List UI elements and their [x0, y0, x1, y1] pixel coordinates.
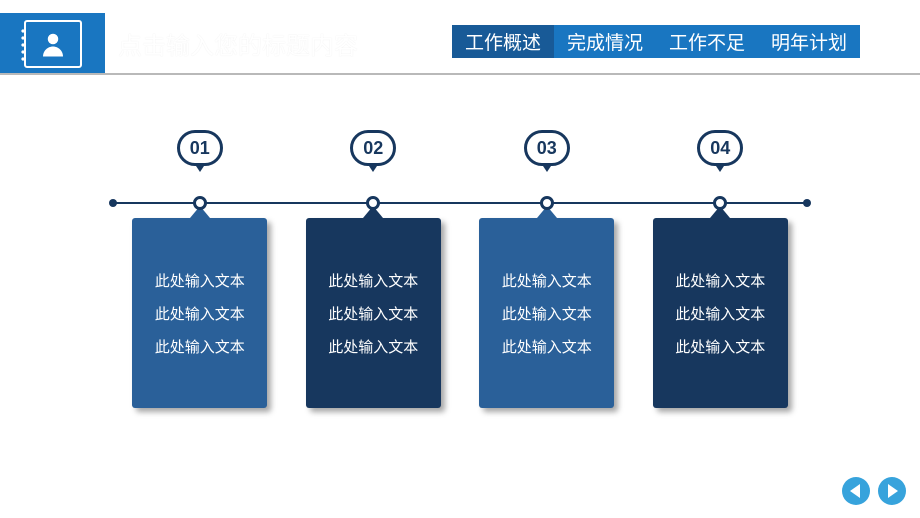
timeline-step: 02 .step:nth-child(2) .bubble::after{bor… — [293, 130, 453, 408]
card-line: 此处输入文本 — [675, 270, 765, 291]
card-line: 此处输入文本 — [328, 303, 418, 324]
step-number: 01 — [190, 138, 210, 159]
card-line: 此处输入文本 — [502, 303, 592, 324]
tab-bar: 工作概述 完成情况 工作不足 明年计划 — [452, 25, 860, 58]
card-line: 此处输入文本 — [328, 270, 418, 291]
person-icon — [38, 29, 68, 59]
timeline-stage: 01 .step:nth-child(1) .bubble::after{bor… — [0, 130, 920, 430]
step-card: .step:nth-child(1) .card::before{border-… — [132, 218, 267, 408]
step-number-bubble: 04 — [697, 130, 743, 166]
card-line: 此处输入文本 — [675, 336, 765, 357]
tab-nextyear-plan[interactable]: 明年计划 — [758, 25, 860, 58]
card-line: 此处输入文本 — [155, 303, 245, 324]
step-number: 04 — [710, 138, 730, 159]
step-number-bubble: 01 — [177, 130, 223, 166]
card-line: 此处输入文本 — [155, 336, 245, 357]
tab-completion[interactable]: 完成情况 — [554, 25, 656, 58]
card-line: 此处输入文本 — [502, 336, 592, 357]
step-number-bubble: 03 — [524, 130, 570, 166]
card-line: 此处输入文本 — [328, 336, 418, 357]
tab-overview[interactable]: 工作概述 — [452, 25, 554, 58]
timeline-node — [540, 196, 554, 210]
step-card: .step:nth-child(4) .card::before{border-… — [653, 218, 788, 408]
step-card: .step:nth-child(2) .card::before{border-… — [306, 218, 441, 408]
card-line: 此处输入文本 — [155, 270, 245, 291]
timeline-node — [193, 196, 207, 210]
step-number-bubble: 02 — [350, 130, 396, 166]
card-line: 此处输入文本 — [675, 303, 765, 324]
step-card: .step:nth-child(3) .card::before{border-… — [479, 218, 614, 408]
timeline-steps: 01 .step:nth-child(1) .bubble::after{bor… — [113, 130, 807, 408]
notebook-icon — [24, 20, 82, 68]
tab-shortcomings[interactable]: 工作不足 — [656, 25, 758, 58]
step-number: 03 — [537, 138, 557, 159]
timeline-step: 01 .step:nth-child(1) .bubble::after{bor… — [120, 130, 280, 408]
page-title: 点击输入您的标题内容 — [118, 26, 358, 61]
card-line: 此处输入文本 — [502, 270, 592, 291]
step-number: 02 — [363, 138, 383, 159]
header-divider — [0, 73, 920, 75]
header: 点击输入您的标题内容 工作概述 完成情况 工作不足 明年计划 — [0, 0, 920, 75]
chevron-right-icon — [888, 484, 898, 498]
chevron-left-icon — [850, 484, 860, 498]
next-slide-button[interactable] — [878, 477, 906, 505]
timeline-step: 04 .step:nth-child(4) .bubble::after{bor… — [640, 130, 800, 408]
logo-box — [0, 13, 105, 75]
prev-slide-button[interactable] — [842, 477, 870, 505]
timeline-step: 03 .step:nth-child(3) .bubble::after{bor… — [467, 130, 627, 408]
